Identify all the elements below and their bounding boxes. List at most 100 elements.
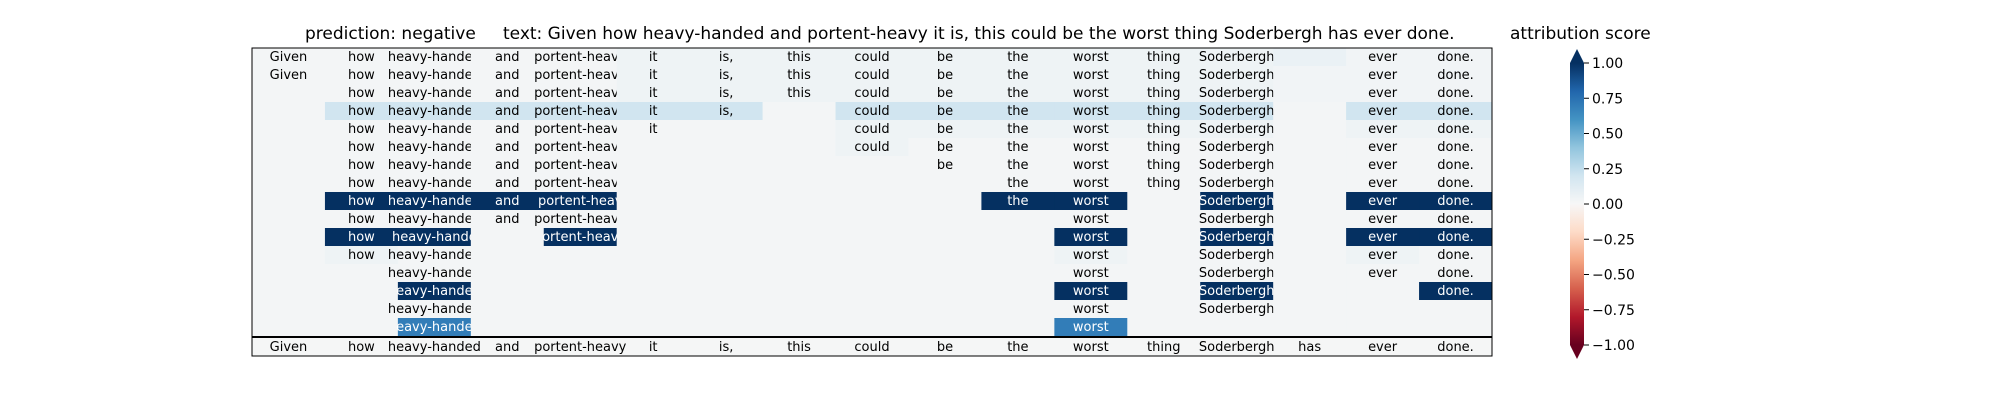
heatmap-cell [252, 318, 326, 337]
heatmap-cell [689, 156, 764, 175]
cell-token: Soderbergh [1199, 194, 1275, 209]
heatmap-frame [251, 47, 1493, 357]
heatmap-cell [1419, 210, 1493, 229]
heatmap-cell [543, 246, 618, 265]
heatmap-cell [1419, 138, 1493, 157]
heatmap-cell [1200, 264, 1274, 283]
cell-token: worst [1073, 194, 1109, 209]
heatmap-cell [689, 282, 764, 301]
cell-token: thing [1147, 50, 1180, 65]
cell-token: is, [719, 104, 734, 119]
cell-token: and [495, 194, 519, 209]
heatmap-cell [252, 138, 326, 157]
heatmap-cell [616, 48, 691, 67]
heatmap-cell [1200, 210, 1274, 229]
cell-token: worst [1073, 122, 1109, 137]
heatmap-cell [762, 174, 837, 193]
cell-token: heavy-handed [388, 266, 481, 281]
heatmap-cell [689, 318, 764, 337]
cell-token: how [348, 86, 375, 101]
heatmap-cell [252, 210, 326, 229]
heatmap-cell [1419, 192, 1493, 211]
heatmap-cell [616, 246, 691, 265]
cell-token: done. [1437, 68, 1474, 83]
heatmap-cell [981, 210, 1055, 229]
heatmap-cell [324, 246, 399, 265]
heatmap-cell [981, 228, 1055, 247]
heatmap-cell [1346, 210, 1420, 229]
cell-token: worst [1073, 158, 1109, 173]
cell-token: heavy-handed [388, 86, 481, 101]
cell-token: how [348, 194, 375, 209]
cell-token: how [348, 176, 375, 191]
heatmap-cell [397, 84, 472, 103]
heatmap-cell [470, 84, 545, 103]
cell-token: could [854, 104, 889, 119]
heatmap-cell [689, 138, 764, 157]
heatmap-cell [835, 246, 909, 265]
heatmap-cell [1127, 264, 1201, 283]
heatmap-cell [616, 102, 691, 121]
cell-token: Soderbergh [1199, 266, 1275, 281]
base-row-token: heavy-handed [388, 340, 481, 355]
heatmap-cell [397, 120, 472, 139]
heatmap-cell [835, 120, 909, 139]
cell-token: worst [1073, 176, 1109, 191]
heatmap-cell [1273, 102, 1347, 121]
cell-token: portent-heavy [534, 212, 627, 227]
cell-token: Soderbergh [1199, 230, 1275, 245]
base-row-token: Soderbergh [1199, 340, 1275, 355]
heatmap-cell [835, 48, 909, 67]
heatmap-cell [1200, 192, 1274, 211]
heatmap-cell [397, 246, 472, 265]
heatmap-cell [981, 282, 1055, 301]
cell-token: the [1007, 194, 1028, 209]
heatmap-cell [1419, 156, 1493, 175]
cell-token: eavy-hande [396, 320, 473, 335]
heatmap-cell [1200, 174, 1274, 193]
heatmap-cell [543, 318, 618, 337]
cell-token: portent-heavy [534, 176, 627, 191]
cell-token: how [348, 104, 375, 119]
cell-token: it [649, 50, 658, 65]
heatmap-cell [1346, 66, 1420, 85]
cell-token: thing [1147, 86, 1180, 101]
cell-token: portent-heavy [534, 104, 627, 119]
heatmap-cell [543, 282, 618, 301]
heatmap-cell [981, 84, 1055, 103]
cell-token: thing [1147, 68, 1180, 83]
heatmap-cell [908, 102, 982, 121]
cell-token: be [937, 158, 953, 173]
base-row-background [252, 338, 1492, 356]
colorbar-tick-label: 0.00 [1592, 197, 1623, 213]
cell-token: and [495, 212, 519, 227]
cell-token: worst [1073, 320, 1109, 335]
heatmap-cell [470, 156, 545, 175]
heatmap-cell [689, 228, 764, 247]
heatmap-cell [543, 300, 618, 319]
colorbar: 1.00 0.75 0.50 0.25 0.00 −0.25 −0.50 −0.75 −1.00 [1570, 49, 1635, 359]
heatmap-cell [1200, 120, 1274, 139]
heatmap-cell [470, 138, 545, 157]
cell-token: worst [1073, 248, 1109, 263]
heatmap-cell [543, 228, 618, 247]
heatmap-cell [1127, 138, 1201, 157]
heatmap-cell [1419, 228, 1493, 247]
cell-token: portent-heavy [534, 140, 627, 155]
heatmap-cell [1419, 120, 1493, 139]
heatmap-cell [616, 264, 691, 283]
cell-token: and [495, 158, 519, 173]
heatmap-cell [1419, 300, 1493, 319]
heatmap-cell [1054, 192, 1128, 211]
heatmap-cell [1273, 138, 1347, 157]
cell-token: be [937, 86, 953, 101]
heatmap-cell [835, 300, 909, 319]
heatmap-cell [835, 174, 909, 193]
heatmap-cell [543, 120, 618, 139]
heatmap-cell [616, 66, 691, 85]
heatmap-cell [1200, 318, 1274, 337]
heatmap-cell [835, 210, 909, 229]
heatmap-cell [252, 84, 326, 103]
heatmap-cell [397, 300, 472, 319]
